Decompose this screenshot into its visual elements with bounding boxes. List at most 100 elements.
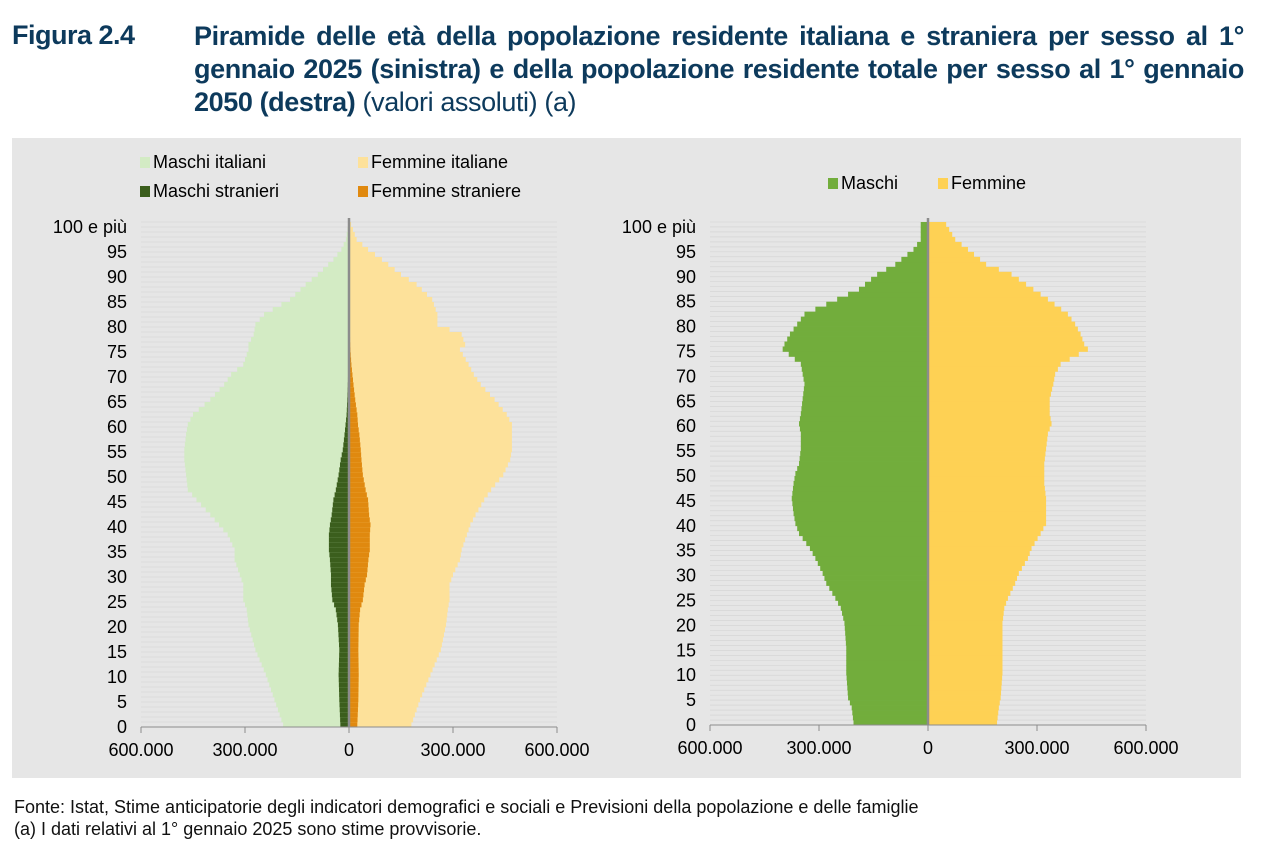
bar-maschi [826, 580, 928, 586]
x-tick-label: 600.000 [1113, 738, 1178, 758]
bar-maschi [800, 446, 928, 452]
bar-femmine [928, 286, 1034, 293]
bar-maschi [794, 515, 928, 522]
x-tick-label: 0 [923, 738, 933, 758]
bar-femmine-straniere [349, 697, 359, 703]
bar-femmine-italiane [349, 602, 449, 608]
bar-femmine-italiane [349, 267, 395, 273]
bar-maschi-stranieri [335, 607, 349, 613]
y-tick-label: 85 [676, 292, 696, 312]
bar-maschi-stranieri [338, 682, 349, 688]
bar-femmine-straniere [349, 642, 359, 648]
bar-femmine-italiane [349, 692, 423, 698]
y-tick-label: 5 [686, 690, 696, 710]
source-notes: Fonte: Istat, Stime anticipatorie degli … [14, 796, 918, 840]
y-tick-label: 55 [107, 442, 127, 462]
bar-femmine [928, 690, 1002, 696]
bar-femmine [928, 441, 1047, 447]
bar-maschi-stranieri [346, 417, 349, 423]
bar-femmine [928, 241, 962, 248]
bar-maschi [852, 715, 928, 721]
bar-femmine-straniere [349, 392, 355, 398]
bar-femmine-straniere [349, 587, 365, 593]
bar-maschi-italiani [186, 432, 349, 438]
bar-femmine-italiane [349, 702, 419, 708]
bar-maschi [806, 540, 928, 547]
legend-label-femmine: Femmine [951, 173, 1026, 193]
y-tick-label: 0 [686, 715, 696, 735]
bar-femmine-italiane [349, 537, 466, 543]
bar-femmine-straniere [349, 442, 361, 448]
bar-maschi [901, 256, 928, 263]
bar-maschi-stranieri [345, 422, 349, 428]
bar-femmine [928, 461, 1045, 467]
bar-maschi [793, 480, 928, 487]
bar-femmine-italiane [349, 357, 466, 363]
bar-maschi-italiani [184, 447, 349, 453]
bar-maschi [917, 241, 928, 248]
bar-femmine [928, 570, 1019, 576]
bar-femmine-italiane [349, 502, 482, 508]
bar-femmine-italiane [349, 247, 369, 253]
y-tick-label: 25 [107, 592, 127, 612]
bar-femmine-straniere [349, 507, 369, 513]
bar-maschi-stranieri [330, 517, 349, 523]
bar-maschi-stranieri [334, 602, 349, 608]
bar-femmine [928, 366, 1058, 372]
bar-femmine-italiane [349, 647, 441, 653]
bar-femmine-italiane [349, 427, 512, 433]
bar-femmine [928, 222, 947, 228]
y-tick-label: 90 [676, 267, 696, 287]
bar-maschi-italiani [281, 302, 349, 308]
bar-femmine-italiane [349, 342, 466, 348]
bar-femmine-straniere [349, 652, 359, 658]
bar-femmine [928, 426, 1050, 432]
bar-maschi-italiani [186, 477, 349, 483]
bar-femmine-italiane [349, 672, 431, 678]
legend-label-maschi-stranieri: Maschi stranieri [153, 181, 279, 201]
bar-maschi-stranieri [332, 597, 349, 603]
bar-maschi-stranieri [331, 512, 349, 518]
bar-maschi [847, 690, 928, 696]
bar-femmine-italiane [349, 592, 450, 598]
bar-femmine [928, 715, 998, 721]
bar-femmine-straniere [349, 687, 359, 693]
bar-maschi-stranieri [332, 502, 349, 508]
bar-maschi [788, 351, 928, 357]
bar-maschi-italiani [249, 627, 349, 633]
bar-femmine-italiane [349, 587, 450, 593]
bar-femmine-straniere [349, 667, 359, 673]
bar-maschi-italiani [246, 352, 349, 358]
left-pyramid: 600.000 300.000 0 300.000 600.000 0 5 10 15 20 25 3… [53, 152, 590, 760]
bar-maschi-stranieri [331, 587, 349, 593]
bar-femmine-italiane [349, 482, 496, 488]
bar-femmine [928, 505, 1047, 512]
bar-femmine [928, 451, 1046, 457]
bar-maschi-italiani [251, 632, 349, 638]
bar-maschi [846, 645, 928, 651]
bar-maschi-italiani [300, 287, 349, 293]
bar-maschi-stranieri [338, 632, 349, 638]
bar-maschi-stranieri [345, 427, 349, 433]
bar-maschi-italiani [187, 482, 349, 488]
bar-maschi [846, 680, 928, 686]
y-tick-label: 90 [107, 267, 127, 287]
bar-maschi [877, 271, 928, 278]
bar-maschi-stranieri [338, 672, 349, 678]
bar-femmine-italiane [349, 547, 462, 553]
bar-femmine-straniere [349, 512, 370, 518]
bar-femmine [928, 555, 1028, 562]
bar-femmine-straniere [349, 537, 370, 543]
bar-maschi-italiani [337, 252, 349, 258]
y-tick-label: 95 [107, 242, 127, 262]
bar-maschi [920, 222, 928, 228]
bar-maschi [817, 560, 928, 566]
y-tick-label: 100 e più [622, 217, 696, 237]
bar-maschi-stranieri [330, 577, 349, 583]
bar-femmine-italiane [349, 352, 463, 358]
bar-maschi-italiani [290, 297, 349, 303]
bar-maschi-stranieri [344, 432, 349, 438]
bar-maschi [803, 376, 928, 382]
y-tick-label: 50 [676, 466, 696, 486]
bar-femmine-italiane [349, 422, 512, 428]
